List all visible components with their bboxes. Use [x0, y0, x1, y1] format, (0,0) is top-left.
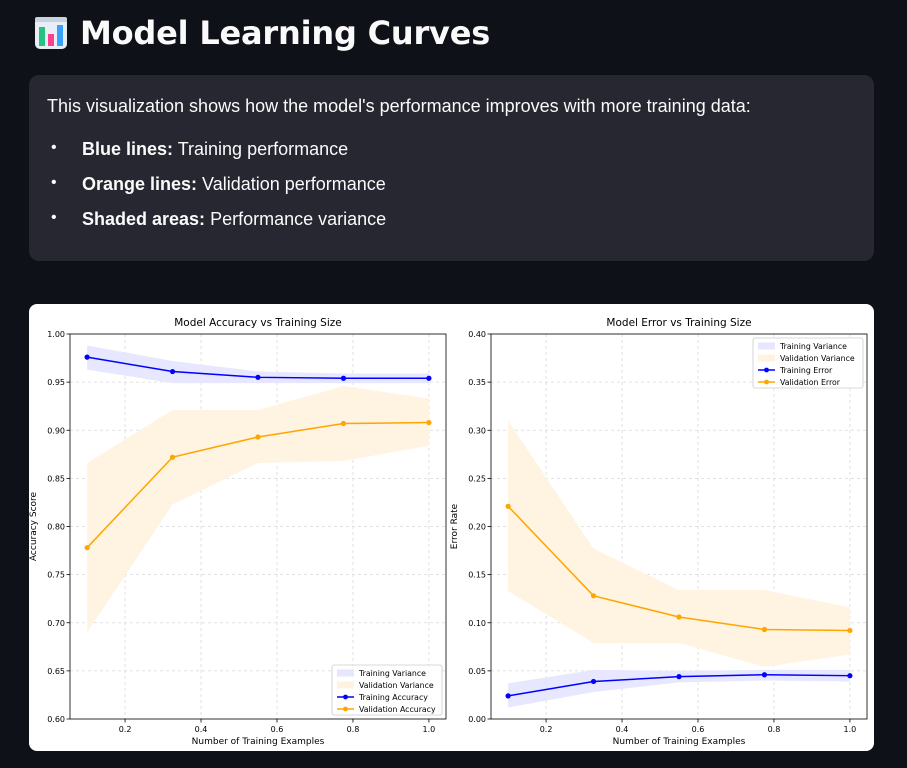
- info-intro: This visualization shows how the model's…: [47, 96, 751, 116]
- legend-label: Validation Variance: [780, 354, 855, 363]
- legend: Training Variance Validation Variance Trai…: [331, 664, 443, 716]
- bullet-icon: •: [51, 139, 57, 156]
- list-item-term: Orange lines:: [82, 174, 198, 194]
- validation-point: [426, 419, 432, 426]
- legend-swatch-marker: [764, 367, 769, 373]
- validation-variance-band: [87, 385, 429, 633]
- legend-swatch-validation-variance: [758, 354, 775, 362]
- training-point: [676, 674, 682, 680]
- legend-box: [331, 664, 443, 716]
- training-point: [255, 374, 261, 380]
- training-point: [505, 693, 511, 699]
- x-tick-label: 0.8: [768, 725, 781, 734]
- legend-box: [752, 337, 864, 389]
- training-point: [169, 368, 176, 375]
- x-tick-label: 0.6: [271, 725, 284, 734]
- bullet-icon: •: [51, 209, 57, 226]
- training-point: [426, 375, 432, 381]
- list-item: • Orange lines: Validation performance: [47, 174, 856, 195]
- x-tick-label: 0.4: [195, 725, 208, 734]
- page-header: Model Learning Curves: [34, 14, 490, 52]
- chart-title: Model Accuracy vs Training Size: [174, 317, 341, 329]
- bar-chart-icon: [35, 17, 67, 49]
- y-tick-label: 0.20: [468, 523, 486, 532]
- list-item-desc: Training performance: [173, 139, 349, 159]
- validation-point: [761, 626, 768, 633]
- y-tick-label: 0.30: [468, 426, 486, 435]
- legend: Training Variance Validation Variance Trai…: [752, 337, 864, 389]
- chart-2: 0.2 0.4 0.6 0.8 1.0 0.00 0.05 0.10 0.15 0.20 0.25 0…: [450, 317, 868, 747]
- training-point: [847, 673, 853, 679]
- legend-label: Training Accuracy: [358, 693, 428, 702]
- legend-swatch-training-variance: [337, 669, 354, 677]
- bullet-icon: •: [51, 174, 57, 191]
- chart-card: 0.2 0.4 0.6 0.8 1.0 0.60 0.65 0.70 0.75 0.80 0.85 0…: [29, 304, 874, 751]
- y-axis-label: Error Rate: [450, 503, 460, 549]
- y-tick-label: 0.10: [468, 619, 486, 628]
- list-item: • Shaded areas: Performance variance: [47, 209, 856, 230]
- x-tick-label: 0.8: [347, 725, 360, 734]
- list-item-desc: Validation performance: [197, 174, 386, 194]
- legend-swatch-validation-variance: [337, 681, 354, 689]
- y-tick-label: 0.05: [468, 667, 486, 676]
- y-tick-label: 0.65: [47, 667, 65, 676]
- validation-variance-band: [508, 420, 850, 668]
- x-tick-label: 0.2: [119, 725, 132, 734]
- validation-point: [340, 420, 347, 427]
- legend-label: Training Variance: [779, 342, 847, 351]
- y-tick-label: 0.25: [468, 474, 486, 483]
- y-tick-label: 0.00: [468, 715, 486, 724]
- y-tick-label: 0.90: [47, 426, 65, 435]
- validation-point: [505, 503, 511, 509]
- legend-swatch-marker: [343, 694, 348, 700]
- chart-1: 0.2 0.4 0.6 0.8 1.0 0.60 0.65 0.70 0.75 0.80 0.85 0…: [29, 317, 447, 747]
- legend-label: Validation Variance: [359, 681, 434, 690]
- x-tick-label: 0.4: [616, 725, 629, 734]
- chart-title: Model Error vs Training Size: [606, 317, 751, 329]
- validation-point: [847, 627, 853, 634]
- legend-description-list: • Blue lines: Training performance • Orang…: [47, 139, 856, 230]
- y-tick-label: 0.15: [468, 571, 486, 580]
- x-axis-label: Number of Training Examples: [613, 737, 746, 747]
- info-box: This visualization shows how the model's…: [29, 75, 874, 261]
- y-tick-label: 0.70: [47, 619, 65, 628]
- y-tick-label: 0.75: [47, 571, 65, 580]
- legend-swatch-marker: [764, 379, 769, 385]
- validation-point: [255, 434, 261, 440]
- list-item-term: Shaded areas:: [82, 209, 206, 229]
- y-tick-label: 0.60: [47, 715, 65, 724]
- list-item-term: Blue lines:: [82, 139, 174, 159]
- legend-label: Training Error: [779, 366, 833, 375]
- x-tick-label: 0.6: [692, 725, 705, 734]
- legend-label: Training Variance: [358, 669, 426, 678]
- training-point: [590, 678, 597, 685]
- learning-curves-figure: 0.2 0.4 0.6 0.8 1.0 0.60 0.65 0.70 0.75 0.80 0.85 0…: [29, 317, 868, 747]
- validation-point: [84, 545, 90, 551]
- legend-label: Validation Accuracy: [359, 705, 436, 714]
- y-tick-label: 0.40: [468, 330, 486, 339]
- legend-swatch-marker: [343, 706, 348, 712]
- y-tick-label: 0.80: [47, 523, 65, 532]
- training-point: [84, 354, 90, 360]
- y-tick-label: 0.85: [47, 474, 65, 483]
- validation-point: [169, 454, 176, 460]
- legend-swatch-training-variance: [758, 342, 775, 350]
- training-point: [340, 375, 347, 381]
- training-point: [761, 672, 768, 678]
- y-tick-label: 0.35: [468, 378, 486, 387]
- x-tick-label: 1.0: [423, 725, 436, 734]
- validation-point: [590, 593, 597, 599]
- x-tick-label: 0.2: [540, 725, 553, 734]
- legend-label: Validation Error: [780, 378, 841, 387]
- y-tick-label: 1.00: [47, 330, 65, 339]
- x-tick-label: 1.0: [844, 725, 857, 734]
- validation-point: [676, 614, 682, 620]
- x-axis-label: Number of Training Examples: [192, 737, 325, 747]
- list-item: • Blue lines: Training performance: [47, 139, 856, 160]
- y-axis-label: Accuracy Score: [29, 491, 39, 561]
- list-item-desc: Performance variance: [205, 209, 387, 229]
- page-title: Model Learning Curves: [80, 14, 491, 52]
- y-tick-label: 0.95: [47, 378, 65, 387]
